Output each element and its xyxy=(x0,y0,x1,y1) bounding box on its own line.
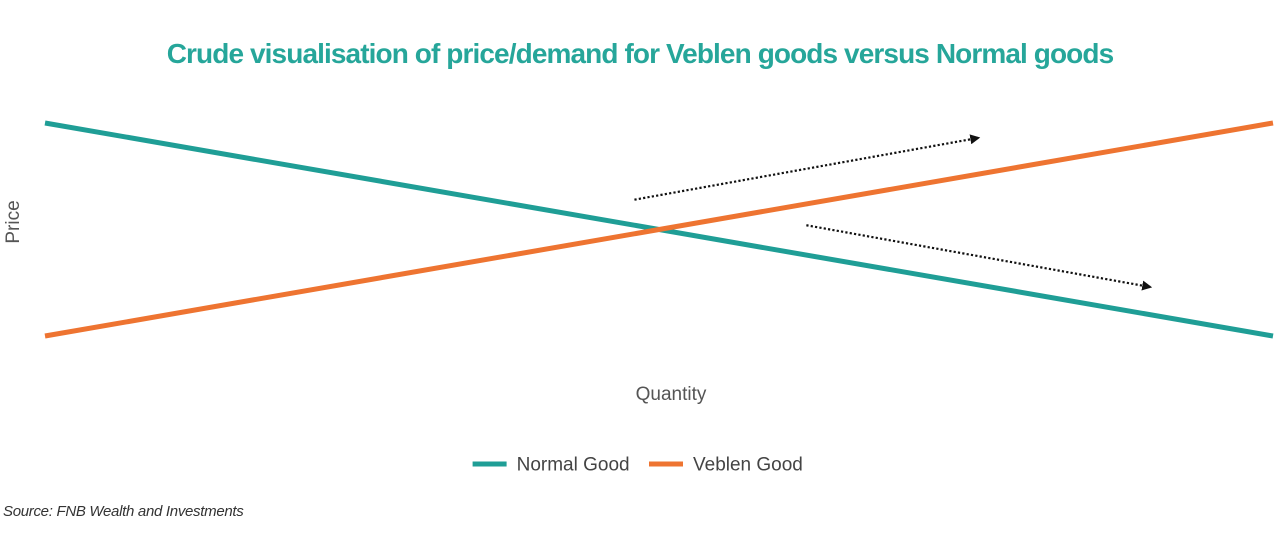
x-axis-label: Quantity xyxy=(636,384,707,405)
series-line-1 xyxy=(44,120,1274,339)
source-note: Source: FNB Wealth and Investments xyxy=(3,503,244,520)
annotation-arrow-1 xyxy=(806,224,1153,291)
legend: Normal Good Veblen Good xyxy=(472,455,803,476)
chart-title: Crude visualisation of price/demand for … xyxy=(166,38,1114,69)
annotation-layer xyxy=(634,134,1153,291)
legend-label-1: Veblen Good xyxy=(693,455,803,476)
annotation-arrow-0 xyxy=(634,134,981,201)
legend-label-0: Normal Good xyxy=(517,455,630,476)
plot-area xyxy=(44,120,1274,339)
y-axis-label: Price xyxy=(3,200,24,243)
